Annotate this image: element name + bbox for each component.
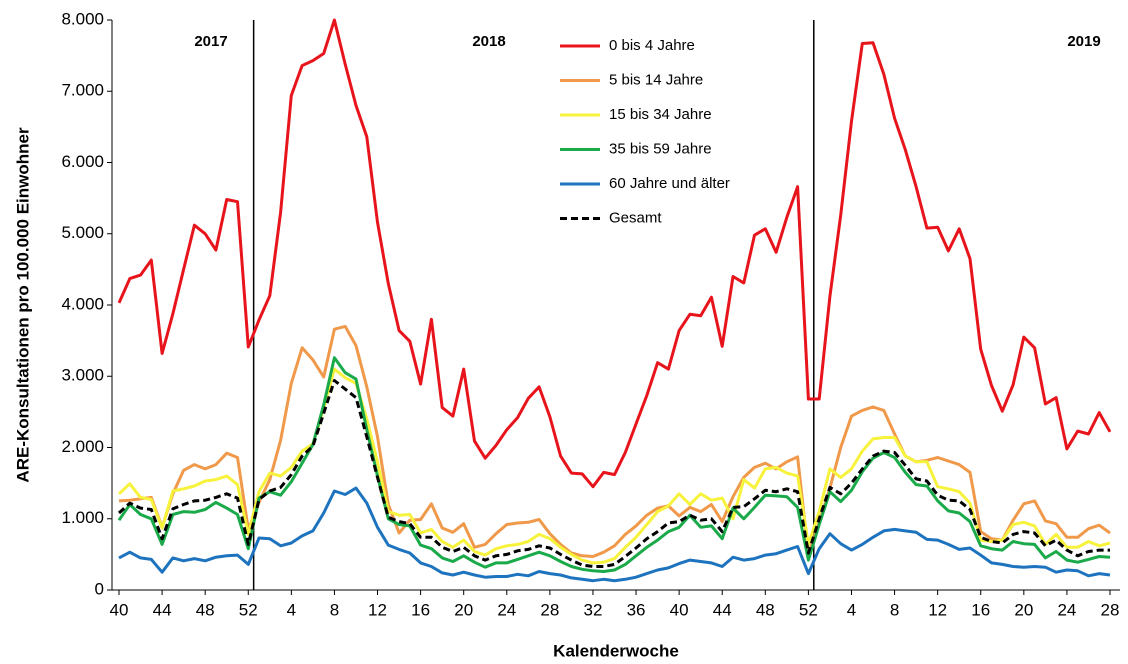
x-tick-label: 52 [239,600,258,619]
y-tick-label: 0 [95,579,104,598]
y-tick-label: 4.000 [61,294,104,313]
x-tick-label: 48 [196,600,215,619]
y-tick-label: 2.000 [61,437,104,456]
year-label: 2017 [194,33,227,50]
x-tick-label: 28 [540,600,559,619]
x-tick-label: 24 [497,600,516,619]
legend-label: 35 bis 59 Jahre [609,140,712,157]
x-tick-label: 16 [971,600,990,619]
x-tick-label: 20 [454,600,473,619]
x-tick-label: 12 [928,600,947,619]
y-tick-label: 3.000 [61,366,104,385]
y-tick-label: 5.000 [61,223,104,242]
legend-label: 0 bis 4 Jahre [609,37,695,54]
y-axis-title: ARE-Konsultationen pro 100.000 Einwohner [13,127,32,483]
series-line [117,367,1111,565]
series-line [118,486,1111,583]
year-label: 2018 [472,33,505,50]
x-tick-label: 48 [756,600,775,619]
x-tick-label: 12 [368,600,387,619]
year-label: 2019 [1067,33,1100,50]
x-tick-label: 28 [1101,600,1120,619]
x-tick-label: 52 [799,600,818,619]
y-tick-label: 1.000 [61,508,104,527]
x-axis-title: Kalenderwoche [553,641,679,660]
x-tick-label: 40 [670,600,689,619]
x-tick-label: 44 [153,600,172,619]
y-tick-label: 7.000 [61,81,104,100]
x-tick-label: 8 [330,600,339,619]
x-tick-label: 40 [110,600,129,619]
x-tick-label: 24 [1057,600,1076,619]
y-tick-label: 8.000 [61,9,104,28]
series-line [117,379,1110,568]
x-tick-label: 16 [411,600,430,619]
x-tick-label: 8 [890,600,899,619]
x-tick-label: 20 [1014,600,1033,619]
x-tick-label: 4 [847,600,856,619]
x-tick-label: 44 [713,600,732,619]
series-line [118,324,1111,558]
x-tick-label: 32 [583,600,602,619]
series-line [117,356,1111,573]
x-tick-label: 36 [627,600,646,619]
legend-label: 15 bis 34 Jahre [609,106,712,123]
legend-label: 5 bis 14 Jahre [609,71,703,88]
legend-label: Gesamt [609,209,662,226]
legend-label: 60 Jahre und älter [609,175,730,192]
y-tick-label: 6.000 [61,152,104,171]
series-line [117,18,1112,489]
x-tick-label: 4 [287,600,296,619]
